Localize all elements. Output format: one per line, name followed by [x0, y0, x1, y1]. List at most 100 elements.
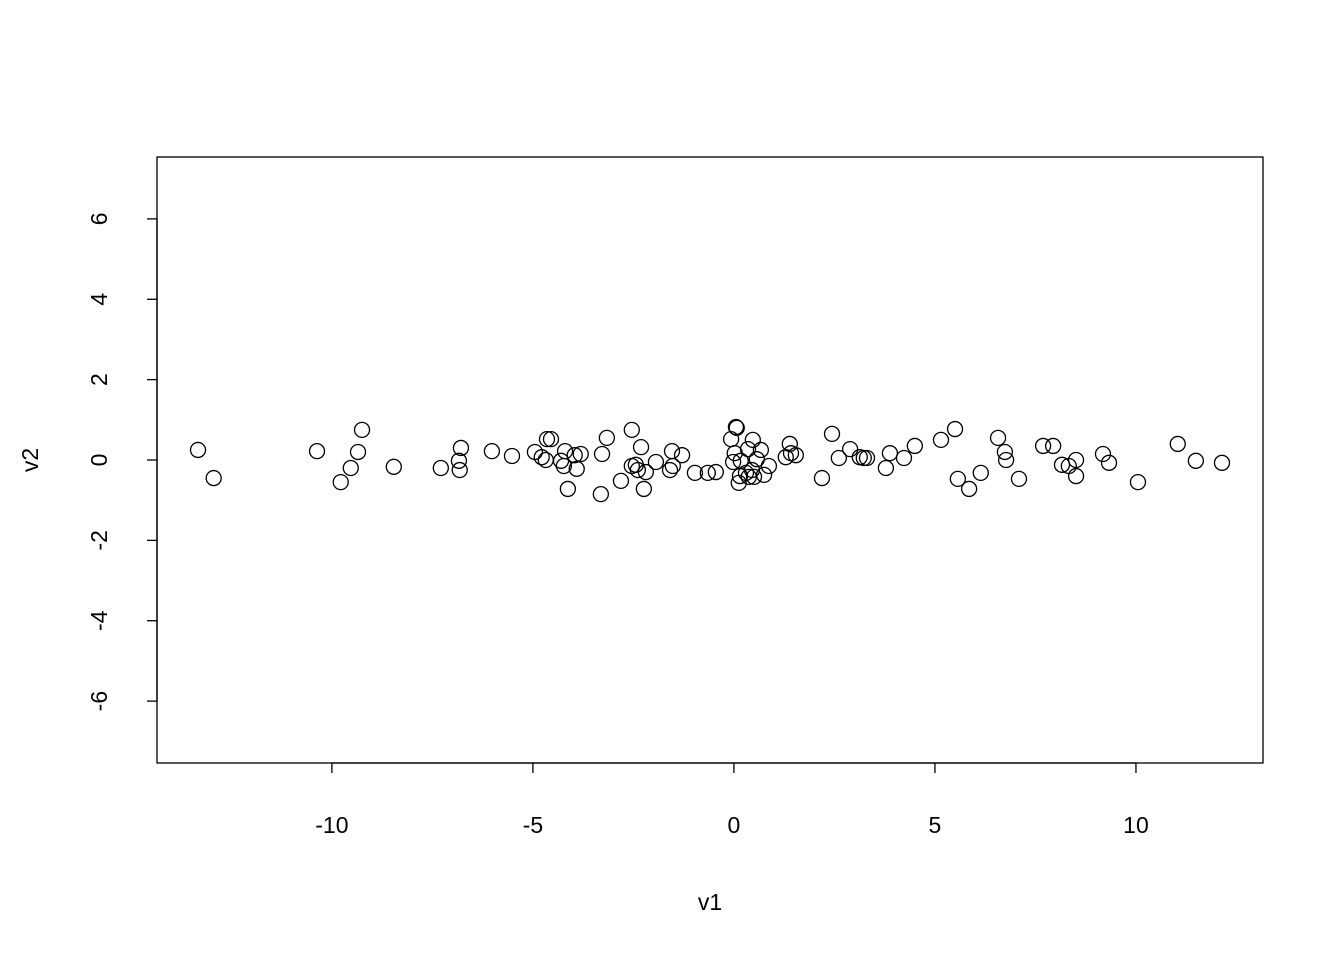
data-point: [1010, 470, 1028, 488]
data-point: [559, 480, 577, 498]
data-point: [451, 461, 468, 479]
data-point: [946, 420, 964, 438]
y-tick-label: 4: [86, 293, 112, 306]
data-point: [745, 468, 763, 486]
data-point: [960, 480, 978, 498]
data-point: [572, 445, 589, 463]
data-point: [743, 461, 761, 479]
data-point: [598, 429, 616, 447]
data-point: [353, 421, 371, 439]
y-tick-label: -6: [86, 691, 112, 711]
y-axis: -6 -4 -2 0 2 4 6: [86, 212, 158, 711]
data-points: [189, 418, 1231, 503]
data-point: [663, 443, 681, 460]
data-point: [450, 452, 468, 469]
data-point: [568, 460, 585, 477]
data-point: [855, 449, 872, 467]
data-point: [673, 447, 691, 464]
data-point: [972, 464, 989, 482]
data-point: [542, 430, 560, 448]
data-point: [635, 480, 653, 498]
data-point: [432, 459, 449, 477]
data-point: [813, 469, 831, 487]
data-point: [760, 457, 778, 475]
data-point: [823, 425, 841, 443]
data-point: [858, 449, 876, 467]
data-point: [1067, 467, 1085, 485]
data-point: [483, 443, 501, 460]
data-point: [949, 470, 967, 488]
data-point: [1034, 437, 1052, 455]
data-point: [932, 431, 950, 449]
data-point: [592, 486, 609, 503]
data-point: [1169, 435, 1186, 453]
data-point: [637, 463, 655, 481]
data-point: [647, 453, 665, 471]
data-point: [997, 451, 1015, 469]
data-point: [727, 418, 745, 436]
data-point: [724, 453, 742, 471]
data-point: [877, 459, 895, 477]
data-point: [205, 469, 222, 487]
data-point: [1213, 454, 1231, 471]
data-point: [538, 430, 556, 448]
data-point: [841, 440, 859, 458]
data-point: [612, 472, 630, 490]
data-point: [748, 451, 765, 468]
data-point: [629, 461, 646, 479]
data-point: [1067, 451, 1085, 469]
data-point: [881, 445, 899, 462]
plot-frame: [156, 156, 1264, 764]
data-point: [744, 431, 761, 449]
data-point: [1129, 473, 1147, 491]
x-axis-label: v1: [698, 889, 722, 915]
data-point: [686, 464, 704, 482]
x-axis: -10 -5 0 5 10: [315, 762, 1149, 838]
x-tick-label: -10: [315, 812, 348, 838]
data-point: [452, 439, 470, 457]
y-tick-label: -4: [86, 610, 112, 631]
data-point: [332, 473, 349, 491]
y-tick-label: 6: [86, 212, 112, 225]
data-point: [503, 447, 521, 465]
data-point: [752, 441, 770, 459]
data-point: [906, 437, 923, 455]
data-point: [537, 451, 554, 469]
data-point: [996, 443, 1014, 461]
y-axis-label: v2: [17, 448, 43, 472]
data-point: [895, 449, 913, 467]
data-point: [722, 430, 740, 448]
data-point: [739, 440, 757, 458]
data-point: [349, 443, 367, 461]
data-point: [189, 441, 207, 459]
data-point: [1053, 456, 1071, 473]
data-point: [632, 438, 650, 456]
data-point: [526, 443, 544, 461]
x-tick-label: -5: [523, 812, 543, 838]
data-point: [1094, 445, 1112, 463]
x-tick-label: 0: [728, 812, 741, 838]
data-point: [755, 466, 773, 484]
data-point: [728, 419, 745, 437]
y-tick-label: 0: [86, 454, 112, 467]
data-point: [556, 443, 574, 460]
x-tick-label: 10: [1123, 812, 1149, 838]
data-point: [787, 447, 804, 464]
data-point: [593, 445, 611, 463]
x-tick-label: 5: [929, 812, 942, 838]
y-tick-label: -2: [86, 530, 112, 550]
data-point: [566, 447, 583, 464]
data-point: [699, 464, 716, 482]
data-point: [1187, 452, 1205, 469]
data-point: [623, 421, 640, 439]
data-point: [1044, 437, 1062, 455]
data-point: [308, 443, 326, 460]
data-point: [385, 458, 402, 475]
y-tick-label: 2: [86, 373, 112, 386]
data-point: [1100, 454, 1118, 471]
data-point: [707, 463, 724, 481]
data-point: [830, 449, 848, 467]
data-point: [533, 449, 550, 466]
data-point: [342, 459, 359, 477]
